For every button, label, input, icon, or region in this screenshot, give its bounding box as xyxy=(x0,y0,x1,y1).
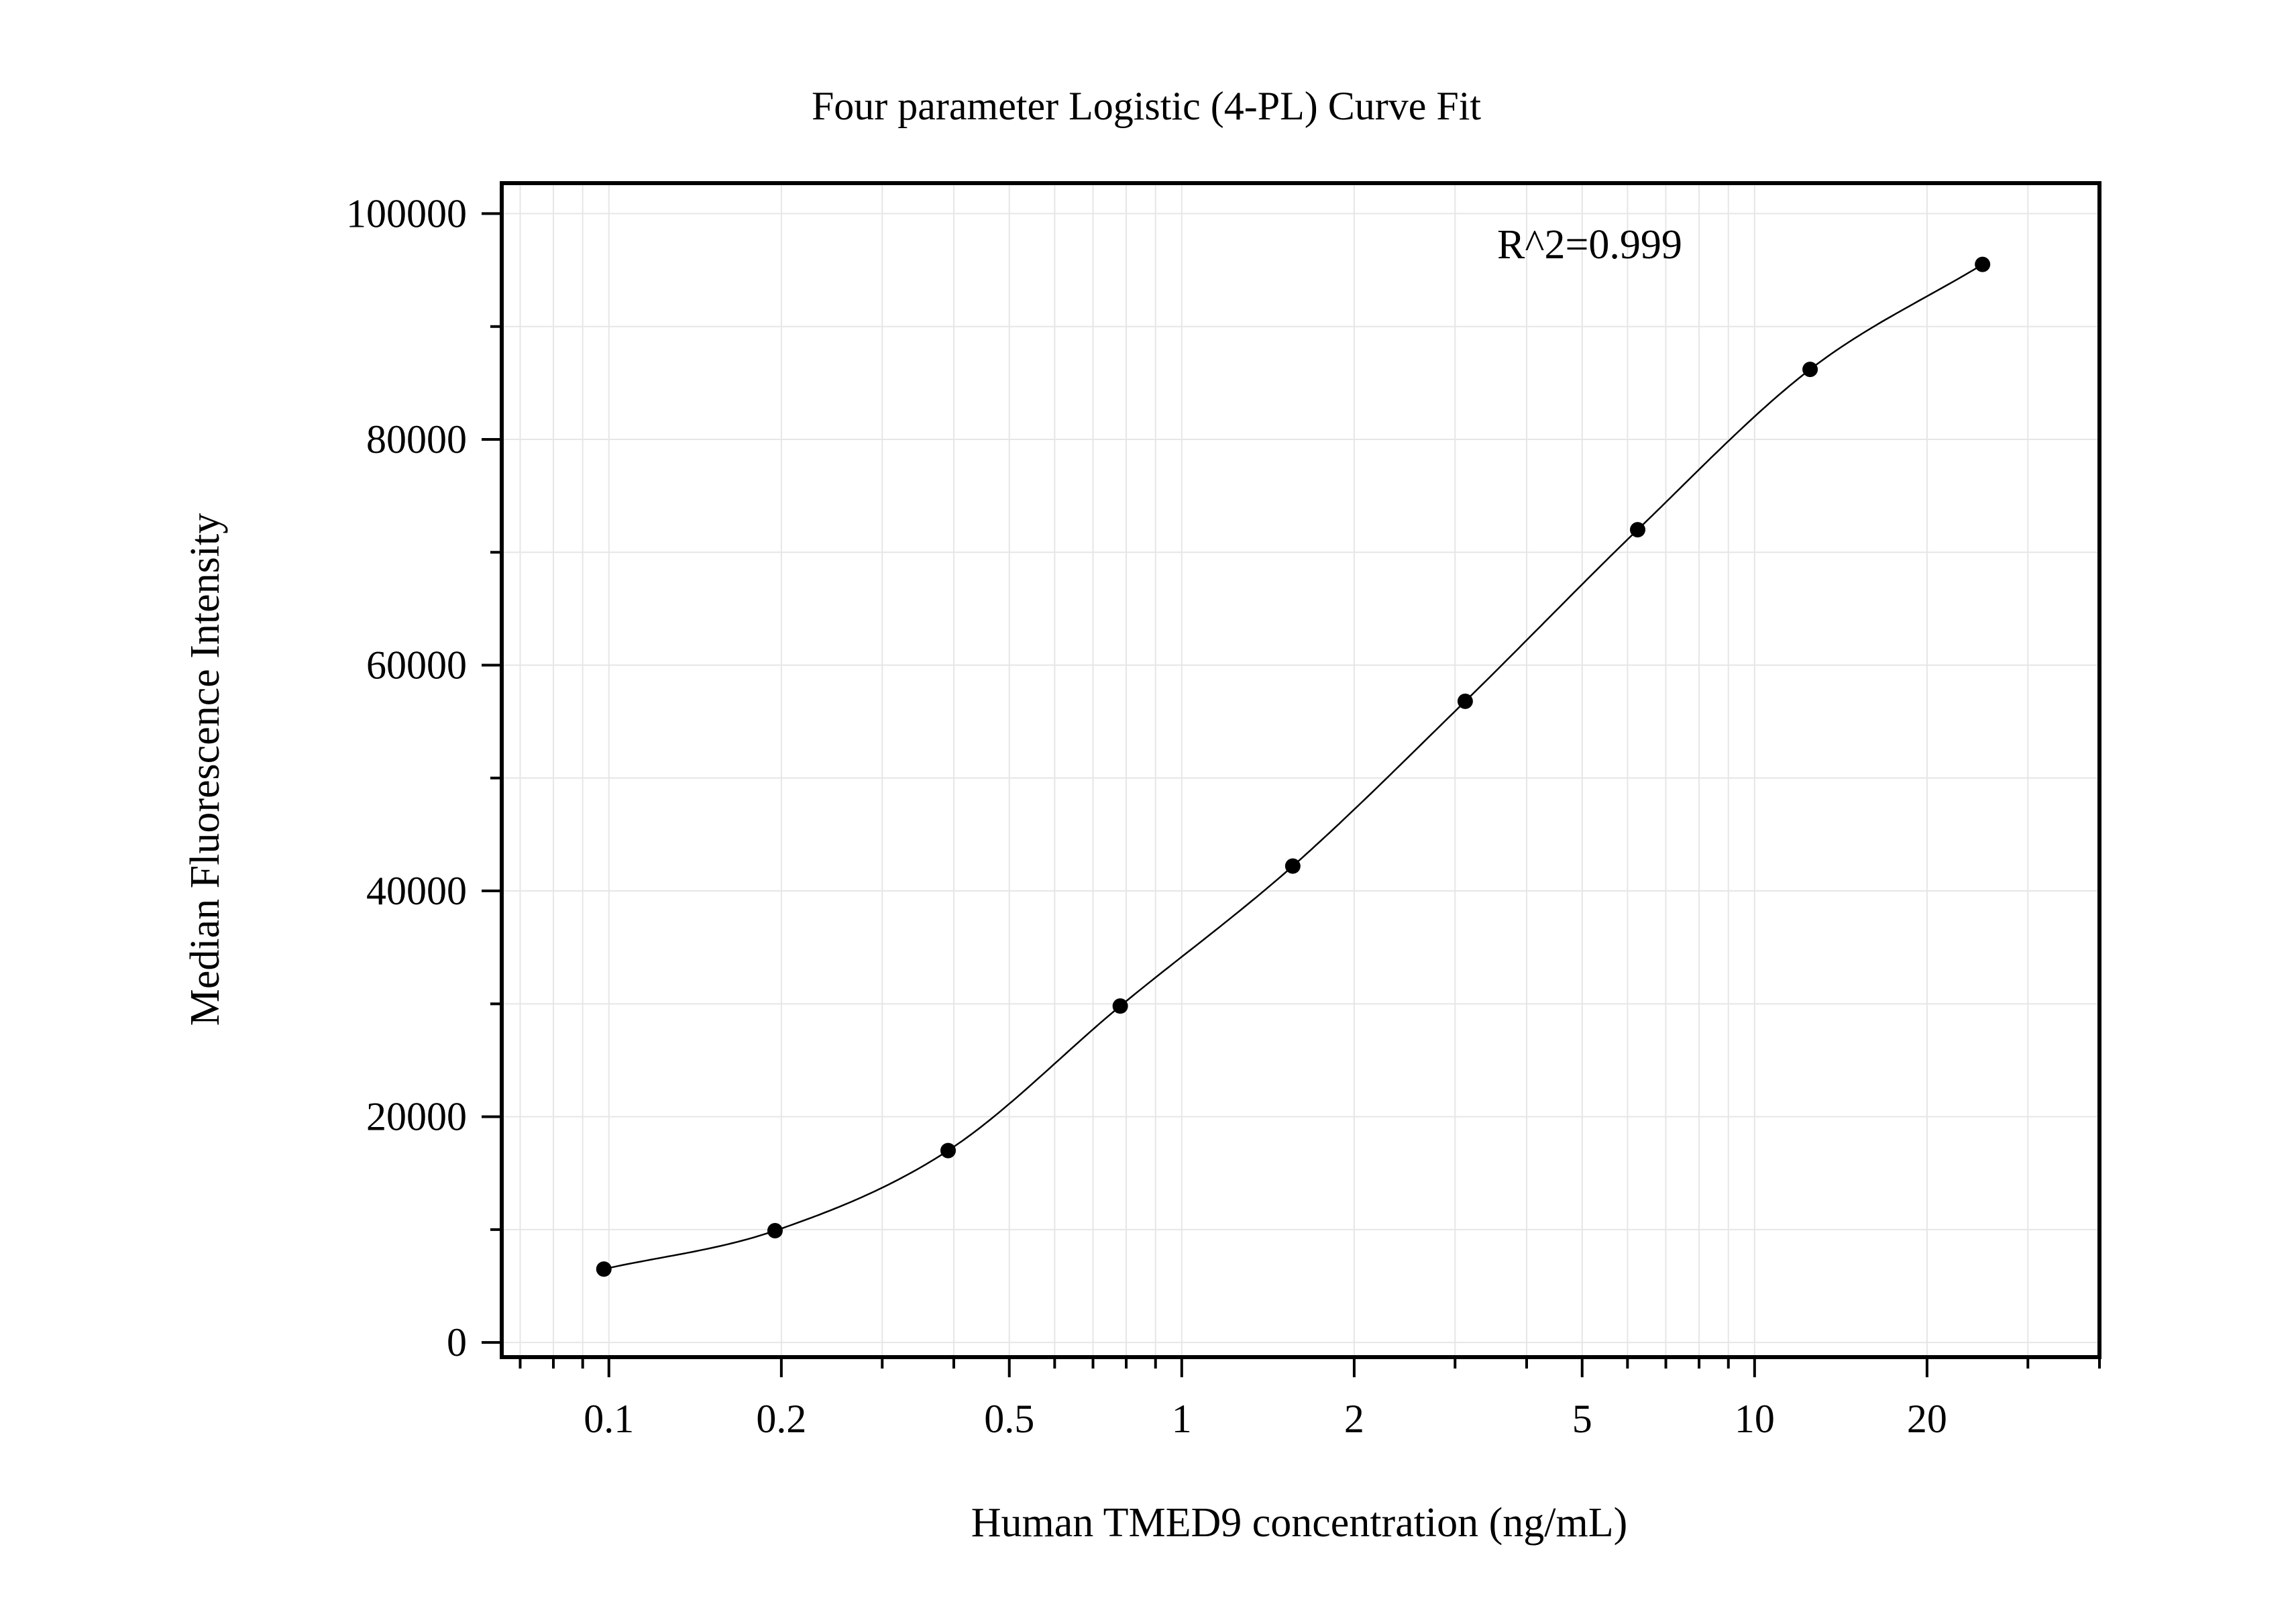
y-tick-label: 0 xyxy=(447,1320,467,1365)
x-axis: 0.1 0.2 0.5 1 2 5 10 20 xyxy=(518,1357,2101,1441)
x-tick-label: 10 xyxy=(1735,1397,1775,1441)
y-tick-label: 40000 xyxy=(366,869,467,913)
x-tick-label: 5 xyxy=(1572,1397,1592,1441)
x-tick-label: 20 xyxy=(1907,1397,1947,1441)
y-tick-label: 20000 xyxy=(366,1095,467,1139)
fit-curve-layer xyxy=(604,264,1983,1271)
data-point xyxy=(1112,998,1128,1014)
y-tick-label: 100000 xyxy=(346,191,467,235)
y-axis: 0 20000 40000 60000 80000 100000 xyxy=(346,191,502,1365)
data-point xyxy=(596,1261,612,1277)
data-point xyxy=(1975,256,1991,272)
x-axis-label: Human TMED9 concentration (ng/mL) xyxy=(971,1500,1628,1546)
data-points xyxy=(596,256,1991,1277)
r-squared-annotation: R^2=0.999 xyxy=(1497,222,1682,268)
data-point xyxy=(940,1142,956,1159)
data-point xyxy=(767,1223,783,1239)
x-tick-label: 2 xyxy=(1344,1397,1364,1441)
fit-curve xyxy=(604,264,1983,1271)
data-point xyxy=(1457,693,1473,709)
data-point xyxy=(1802,362,1818,378)
x-tick-label: 1 xyxy=(1172,1397,1192,1441)
grid xyxy=(502,183,2100,1357)
y-axis-label: Median Fluorescence Intensity xyxy=(182,513,228,1026)
x-tick-label: 0.2 xyxy=(756,1397,806,1441)
data-point xyxy=(1284,858,1301,874)
data-point xyxy=(1630,522,1646,538)
y-tick-label: 60000 xyxy=(366,643,467,688)
chart-title: Four parameter Logistic (4-PL) Curve Fit xyxy=(812,84,1481,128)
x-tick-label: 0.1 xyxy=(584,1397,634,1441)
y-tick-label: 80000 xyxy=(366,417,467,462)
x-tick-label: 0.5 xyxy=(984,1397,1034,1441)
axes xyxy=(500,181,2101,1359)
plot-frame xyxy=(500,181,2101,1359)
